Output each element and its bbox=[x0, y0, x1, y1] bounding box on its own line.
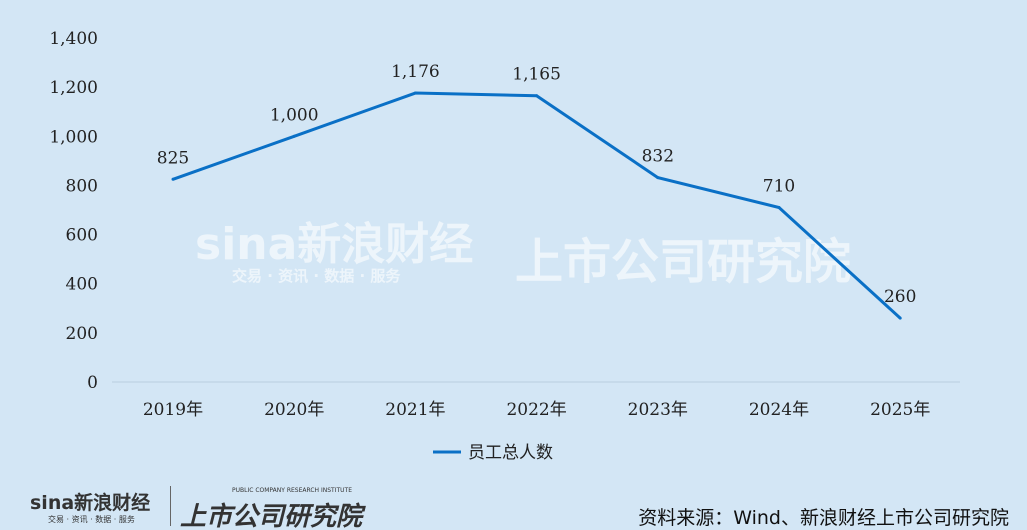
data-label: 710 bbox=[763, 177, 795, 197]
x-tick-label: 2023年 bbox=[628, 400, 688, 420]
y-tick-label: 0 bbox=[87, 373, 98, 393]
source-note: 资料来源：Wind、新浪财经上市公司研究院 bbox=[638, 507, 1009, 529]
x-tick-label: 2024年 bbox=[749, 400, 809, 420]
y-tick-label: 1,200 bbox=[49, 78, 98, 98]
sina-tagline: 交易 · 资讯 · 数据 · 服务 bbox=[48, 515, 135, 524]
data-label: 1,165 bbox=[512, 65, 561, 85]
legend-label: 员工总人数 bbox=[468, 443, 553, 463]
x-tick-label: 2022年 bbox=[506, 400, 566, 420]
institute-en: PUBLIC COMPANY RESEARCH INSTITUTE bbox=[232, 487, 352, 494]
y-tick-label: 1,000 bbox=[49, 127, 98, 147]
line-chart: 0 200 400 600 800 1,000 1,200 1,400 2019年 2020年 20… bbox=[49, 29, 960, 463]
data-point bbox=[292, 134, 296, 138]
y-tick-label: 400 bbox=[66, 275, 98, 295]
y-tick-label: 800 bbox=[66, 176, 98, 196]
x-tick-label: 2019年 bbox=[143, 400, 203, 420]
institute-logo: 上市公司研究院 bbox=[180, 502, 363, 530]
data-point bbox=[656, 176, 660, 180]
y-tick-label: 600 bbox=[66, 226, 98, 246]
data-point bbox=[535, 94, 539, 98]
data-label: 1,000 bbox=[270, 105, 319, 125]
watermark-brand: sina新浪财经 bbox=[195, 219, 474, 270]
logo-divider bbox=[170, 486, 171, 526]
data-point bbox=[898, 316, 902, 320]
data-point bbox=[777, 206, 781, 210]
series-line bbox=[172, 91, 902, 320]
data-label: 832 bbox=[642, 147, 674, 167]
watermark-tagline: 交易 · 资讯 · 数据 · 服务 bbox=[232, 267, 401, 285]
x-tick-label: 2021年 bbox=[385, 400, 445, 420]
data-label: 260 bbox=[884, 287, 916, 307]
y-tick-label: 1,400 bbox=[49, 29, 98, 49]
data-label: 825 bbox=[157, 148, 189, 168]
data-label: 1,176 bbox=[391, 62, 440, 82]
data-point bbox=[171, 177, 175, 181]
sina-logo: sina新浪财经 bbox=[30, 492, 151, 514]
data-point bbox=[413, 91, 417, 95]
y-tick-label: 200 bbox=[66, 324, 98, 344]
watermark-institute: 上市公司研究院 bbox=[515, 234, 852, 290]
x-tick-label: 2020年 bbox=[264, 400, 324, 420]
x-tick-label: 2025年 bbox=[870, 400, 930, 420]
